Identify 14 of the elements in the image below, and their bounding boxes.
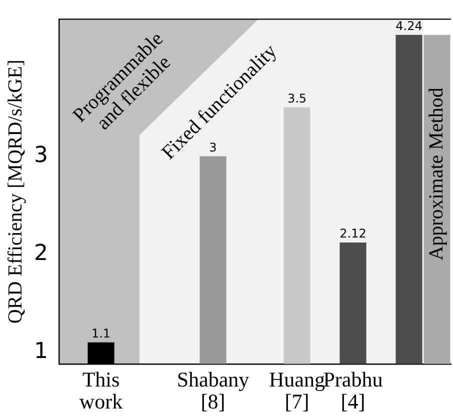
x-tick-label: Shabany [8] xyxy=(176,367,250,414)
x-tick-label: Huang [7] xyxy=(269,367,326,414)
data-label: 3.5 xyxy=(287,91,307,106)
y-tick-label: 2 xyxy=(34,240,48,266)
data-label: 3 xyxy=(209,140,217,154)
y-tick-label: 3 xyxy=(34,143,48,168)
data-label: 2.12 xyxy=(340,226,366,241)
annotation: Approximate Method xyxy=(426,88,448,261)
x-tick-label: This work xyxy=(79,367,124,414)
data-label: 4.24 xyxy=(396,18,422,33)
y-tick-label: 1 xyxy=(34,338,48,364)
y-axis-title: QRD Efficiency [MQRD/s/kGE] xyxy=(4,60,26,324)
data-label: 1.1 xyxy=(91,326,111,340)
x-tick-label: Prabhu [4] xyxy=(323,367,384,414)
